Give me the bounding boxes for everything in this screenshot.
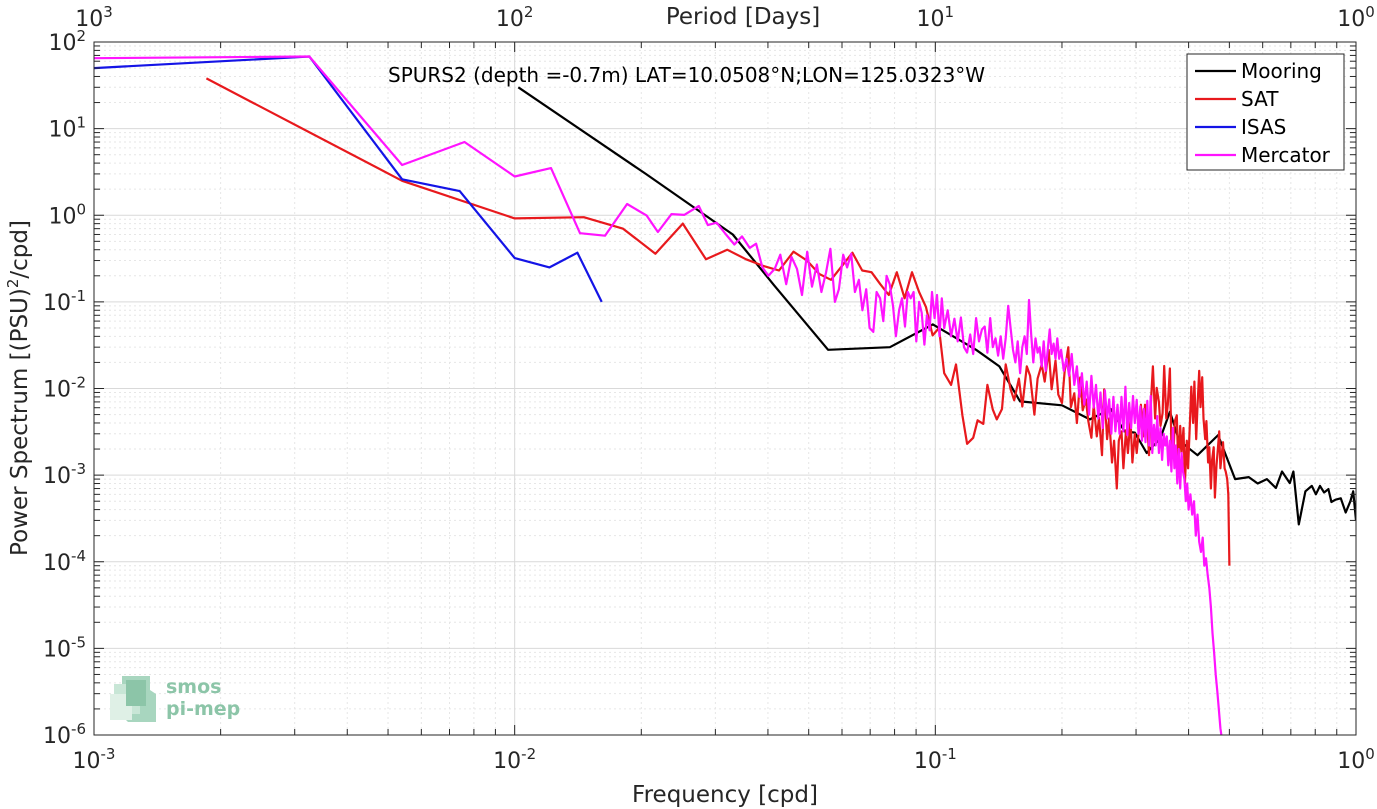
x-tick-base: 10 xyxy=(493,749,521,774)
top-tick-label: 102 xyxy=(496,3,534,32)
legend-label-isas: ISAS xyxy=(1241,115,1286,139)
y-tick-label: 10-5 xyxy=(43,633,86,662)
x-tick-label: 10-2 xyxy=(493,745,536,774)
y-axis-title: Power Spectrum [(PSU)2/cpd] xyxy=(4,220,33,556)
top-tick-exp: 2 xyxy=(524,3,534,21)
x-tick-exp: -2 xyxy=(521,745,536,763)
x-axis-title: Frequency [cpd] xyxy=(632,782,818,808)
y-axis-title-main: Power Spectrum [(PSU) xyxy=(7,288,33,556)
top-tick-base: 10 xyxy=(917,7,945,32)
y-tick-base: 10 xyxy=(43,724,71,749)
tick-marks xyxy=(93,41,1357,736)
logo-line-2: pi-mep xyxy=(166,698,240,720)
y-axis-title-tail: /cpd] xyxy=(7,220,33,279)
y-tick-label: 10-1 xyxy=(43,287,86,316)
y-tick-label: 101 xyxy=(48,114,86,143)
series-layer xyxy=(94,55,1356,735)
y-tick-base: 10 xyxy=(43,378,71,403)
top-tick-exp: 3 xyxy=(103,3,113,21)
y-tick-base: 10 xyxy=(48,204,76,229)
y-tick-base: 10 xyxy=(43,291,71,316)
y-tick-label: 10-6 xyxy=(43,720,86,749)
y-tick-label: 10-3 xyxy=(43,460,86,489)
top-tick-label: 101 xyxy=(917,3,955,32)
y-axis-title-sup: 2 xyxy=(4,279,22,289)
y-tick-base: 10 xyxy=(48,118,76,143)
top-axis-title: Period [Days] xyxy=(666,4,820,30)
top-tick-base: 10 xyxy=(496,7,524,32)
x-tick-exp: -1 xyxy=(942,745,957,763)
y-tick-exp: -5 xyxy=(71,633,86,651)
x-tick-label: 10-3 xyxy=(73,745,116,774)
y-tick-exp: 1 xyxy=(76,114,86,132)
top-tick-label: 100 xyxy=(1337,3,1375,32)
top-tick-base: 10 xyxy=(1337,7,1365,32)
y-tick-label: 10-4 xyxy=(43,547,86,576)
series-line-sat xyxy=(205,77,1231,566)
top-tick-exp: 1 xyxy=(945,3,955,21)
y-tick-exp: -6 xyxy=(71,720,86,738)
series-line-isas xyxy=(94,55,603,303)
top-tick-exp: 0 xyxy=(1365,3,1375,21)
legend-label-mooring: Mooring xyxy=(1241,59,1322,83)
x-tick-base: 10 xyxy=(914,749,942,774)
y-tick-label: 100 xyxy=(48,200,86,229)
y-tick-base: 10 xyxy=(43,464,71,489)
top-tick-label: 103 xyxy=(75,3,113,32)
y-tick-exp: -3 xyxy=(71,460,86,478)
legend-label-sat: SAT xyxy=(1241,87,1279,111)
legend-label-mercator: Mercator xyxy=(1241,143,1331,167)
legend: Mooring SAT ISAS Mercator xyxy=(1186,53,1345,171)
y-tick-exp: 0 xyxy=(76,200,86,218)
x-tick-exp: 0 xyxy=(1365,745,1375,763)
series-line-mercator xyxy=(94,55,1223,735)
y-tick-exp: 2 xyxy=(76,27,86,45)
y-tick-label: 10-2 xyxy=(43,374,86,403)
y-tick-base: 10 xyxy=(48,31,76,56)
series-line-mooring xyxy=(517,86,1356,526)
y-tick-exp: -1 xyxy=(71,287,86,305)
x-tick-base: 10 xyxy=(1337,749,1365,774)
y-tick-base: 10 xyxy=(43,551,71,576)
x-tick-label: 10-1 xyxy=(914,745,957,774)
y-tick-base: 10 xyxy=(43,637,71,662)
smos-pimep-logo: smos pi-mep xyxy=(110,676,240,722)
logo-line-1: smos xyxy=(166,676,221,698)
y-tick-exp: -4 xyxy=(71,547,86,565)
logo-mark-icon xyxy=(110,676,156,722)
x-tick-base: 10 xyxy=(73,749,101,774)
x-tick-label: 100 xyxy=(1337,745,1375,774)
top-tick-base: 10 xyxy=(75,7,103,32)
x-tick-exp: -3 xyxy=(101,745,116,763)
y-tick-label: 102 xyxy=(48,27,86,56)
y-tick-exp: -2 xyxy=(71,374,86,392)
chart-annotation: SPURS2 (depth =-0.7m) LAT=10.0508°N;LON=… xyxy=(388,63,985,87)
